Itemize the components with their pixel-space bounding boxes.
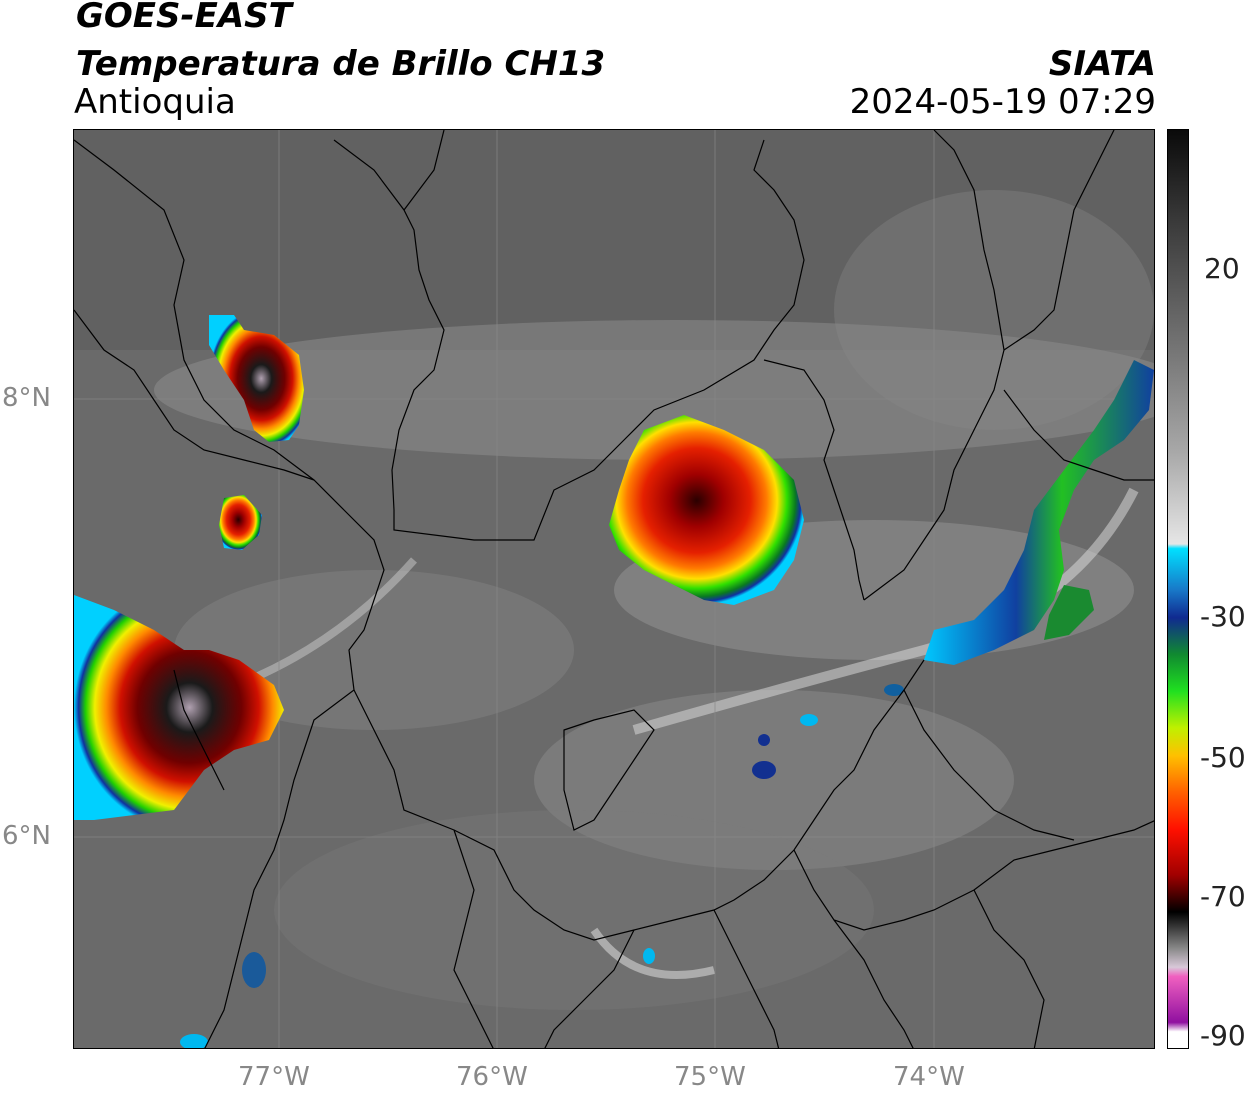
satellite-title: GOES-EAST bbox=[76, 0, 292, 36]
product-title: Temperatura de Brillo CH13 bbox=[76, 44, 606, 84]
storm-cell-small bbox=[219, 495, 262, 550]
lat-label-6n: 6°N bbox=[2, 821, 51, 851]
colorbar-tick-20: 20 bbox=[1204, 252, 1240, 285]
colorbar-tick-minus30: -30 bbox=[1200, 600, 1246, 633]
storm-cell-northwest bbox=[209, 315, 304, 442]
colorbar-tick-minus50: -50 bbox=[1200, 741, 1246, 774]
cell-small-1 bbox=[752, 761, 776, 779]
lon-label-75w: 75°W bbox=[674, 1062, 746, 1092]
map-canvas bbox=[74, 130, 1154, 1048]
satellite-map bbox=[73, 129, 1155, 1049]
colorbar-scale bbox=[1168, 130, 1188, 1048]
storm-cell-southwest bbox=[74, 595, 284, 820]
colorbar-tick-minus70: -70 bbox=[1200, 880, 1246, 913]
storm-cell-central bbox=[609, 415, 804, 605]
organization-label: SIATA bbox=[1048, 44, 1156, 84]
lon-label-76w: 76°W bbox=[456, 1062, 528, 1092]
colorbar bbox=[1167, 129, 1189, 1049]
lon-label-77w: 77°W bbox=[238, 1062, 310, 1092]
colorbar-tick-minus90: -90 bbox=[1200, 1019, 1246, 1052]
region-title: Antioquia bbox=[74, 82, 236, 122]
timestamp-label: 2024-05-19 07:29 bbox=[849, 82, 1156, 122]
lat-label-8n: 8°N bbox=[2, 383, 51, 413]
admin-boundaries bbox=[74, 130, 1154, 1048]
lon-label-74w: 74°W bbox=[893, 1062, 965, 1092]
convective-band-northeast bbox=[924, 360, 1154, 665]
